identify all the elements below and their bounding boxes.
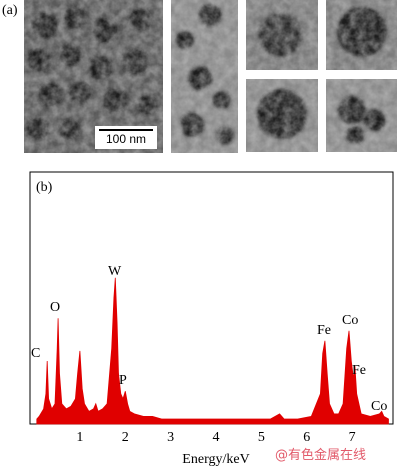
peak-label: Fe xyxy=(317,323,331,338)
watermark: @有色金属在线 xyxy=(275,447,366,463)
x-tick-label: 2 xyxy=(122,430,129,445)
x-axis-label: Energy/keV xyxy=(182,452,249,467)
tem-images: 100 nm xyxy=(24,0,397,153)
scale-bar-box xyxy=(95,126,157,149)
plot-frame xyxy=(29,171,394,425)
x-tick-label: 4 xyxy=(213,430,220,445)
peak-label: Fe xyxy=(352,363,366,378)
x-tick-label: 7 xyxy=(349,430,356,445)
x-tick-label: 5 xyxy=(258,430,265,445)
peak-label: Co xyxy=(342,313,358,328)
panel-label: (b) xyxy=(36,180,53,195)
peak-label: W xyxy=(108,264,122,279)
x-tick-label: 1 xyxy=(76,430,83,445)
peak-label: O xyxy=(50,300,60,315)
scale-bar-label: 100 nm xyxy=(106,132,146,146)
peak-label: P xyxy=(119,373,127,388)
peak-label: Co xyxy=(371,399,387,414)
x-tick-label: 3 xyxy=(167,430,174,445)
spectrum xyxy=(36,277,389,425)
panel-label: (a) xyxy=(2,3,18,18)
x-tick-label: 6 xyxy=(303,430,310,445)
peak-label: C xyxy=(31,346,40,361)
